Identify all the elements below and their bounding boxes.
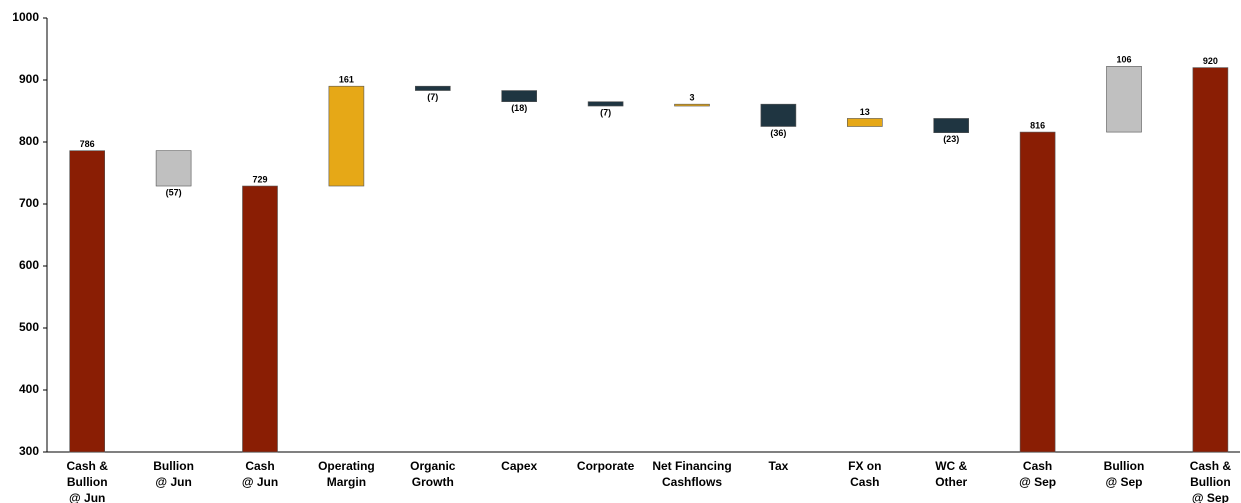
- bar: [155, 150, 192, 187]
- bar: [760, 103, 797, 127]
- bar: [674, 103, 710, 107]
- y-tick-label: 900: [19, 72, 39, 86]
- y-tick-label: 400: [19, 382, 39, 396]
- value-label: 816: [1030, 120, 1045, 130]
- x-tick-label: Margin: [327, 475, 366, 489]
- x-tick-label: Operating: [318, 459, 375, 473]
- x-tick-label: Cash: [245, 459, 274, 473]
- x-tick-label: Cash &: [1190, 459, 1232, 473]
- x-tick-label: Cash &: [67, 459, 109, 473]
- x-tick-label: Capex: [501, 459, 537, 473]
- value-label: (7): [600, 107, 611, 117]
- x-tick-label: @ Jun: [155, 475, 191, 489]
- x-tick-label: Cash: [1023, 459, 1052, 473]
- value-label: 920: [1203, 56, 1218, 66]
- value-label: 3: [689, 93, 694, 103]
- y-tick-label: 800: [19, 134, 39, 148]
- bar: [587, 101, 624, 107]
- x-tick-label: Cash: [850, 475, 879, 489]
- bar: [1192, 67, 1229, 453]
- x-tick-label: FX on: [848, 459, 881, 473]
- x-tick-label: Organic: [410, 459, 456, 473]
- value-label: (18): [511, 103, 527, 113]
- x-tick-label: Bullion: [67, 475, 108, 489]
- x-tick-label: @ Sep: [1105, 475, 1142, 489]
- x-tick-label: Tax: [769, 459, 789, 473]
- x-tick-label: Cashflows: [662, 475, 722, 489]
- bar: [328, 85, 365, 187]
- y-tick-label: 500: [19, 320, 39, 334]
- bar: [414, 85, 451, 91]
- bar: [1019, 131, 1056, 453]
- value-label: 786: [80, 139, 95, 149]
- value-label: (36): [770, 128, 786, 138]
- x-tick-label: Bullion: [1104, 459, 1145, 473]
- value-label: (57): [166, 187, 182, 197]
- bar: [1106, 66, 1142, 133]
- bar: [846, 118, 883, 127]
- bar: [69, 150, 105, 453]
- x-tick-label: Net Financing: [652, 459, 731, 473]
- value-label: (7): [427, 92, 438, 102]
- value-label: 729: [252, 174, 267, 184]
- y-tick-label: 600: [19, 258, 39, 272]
- x-tick-label: @ Jun: [69, 491, 105, 503]
- value-label: 161: [339, 75, 354, 85]
- x-tick-label: Corporate: [577, 459, 635, 473]
- y-tick-label: 300: [19, 444, 39, 458]
- value-label: 13: [860, 107, 870, 117]
- x-tick-label: @ Sep: [1192, 491, 1229, 503]
- x-tick-label: WC &: [935, 459, 967, 473]
- y-tick-label: 1000: [12, 10, 39, 24]
- bar: [933, 118, 970, 134]
- x-tick-label: Bullion: [153, 459, 194, 473]
- x-tick-label: @ Jun: [242, 475, 278, 489]
- x-tick-label: @ Sep: [1019, 475, 1056, 489]
- y-tick-label: 700: [19, 196, 39, 210]
- bar: [242, 185, 278, 453]
- x-tick-label: Bullion: [1190, 475, 1231, 489]
- x-tick-label: Growth: [412, 475, 454, 489]
- x-tick-label: Other: [935, 475, 967, 489]
- value-label: (23): [943, 134, 959, 144]
- bar: [501, 90, 538, 103]
- value-label: 106: [1116, 55, 1131, 65]
